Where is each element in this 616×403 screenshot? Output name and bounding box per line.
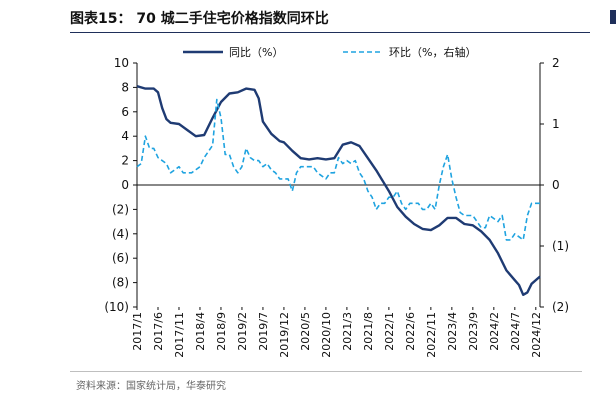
- series-line-mom: [136, 98, 540, 241]
- left-tick-label: 8: [121, 80, 129, 94]
- x-tick-label: 2017/11: [173, 312, 186, 358]
- x-tick-label: 2018/9: [215, 312, 228, 351]
- right-tick-label: 2: [552, 56, 560, 70]
- x-tick-label: 2022/1: [383, 312, 396, 351]
- x-tick-label: 2024/7: [509, 312, 522, 351]
- right-tick-label: (1): [552, 239, 569, 253]
- left-tick-label: 0: [121, 178, 129, 192]
- x-tick-label: 2023/9: [467, 312, 480, 351]
- right-tick-label: 0: [552, 178, 560, 192]
- x-tick-label: 2020/10: [320, 312, 333, 358]
- left-tick-label: (2): [112, 202, 129, 216]
- legend-label: 环比（%，右轴）: [389, 45, 476, 59]
- legend-label: 同比（%）: [229, 46, 283, 59]
- left-tick-label: (6): [112, 251, 129, 265]
- x-tick-label: 2021/8: [362, 312, 375, 351]
- x-tick-label: 2021/3: [341, 312, 354, 351]
- right-tick-label: 1: [552, 117, 560, 131]
- x-tick-label: 2024/2: [488, 312, 501, 351]
- x-tick-label: 2023/4: [446, 312, 459, 351]
- adjacent-panel-edge: [610, 10, 616, 24]
- left-tick-label: 2: [121, 154, 129, 168]
- title-bar: 图表15： 70 城二手住宅价格指数同环比: [70, 8, 590, 33]
- chart-title: 图表15： 70 城二手住宅价格指数同环比: [70, 11, 329, 27]
- left-tick-label: (10): [104, 300, 129, 314]
- x-tick-label: 2022/6: [404, 312, 417, 351]
- source-note: 资料来源：国家统计局，华泰研究: [76, 381, 226, 392]
- left-tick-label: (4): [112, 227, 129, 241]
- series-line-yoy: [136, 85, 541, 296]
- left-tick-label: 6: [121, 105, 129, 119]
- left-tick-label: 10: [114, 56, 129, 70]
- right-tick-label: (2): [552, 300, 569, 314]
- left-tick-label: (8): [112, 276, 129, 290]
- left-tick-label: 4: [121, 129, 129, 143]
- x-tick-label: 2017/1: [131, 312, 144, 351]
- x-tick-label: 2020/5: [299, 312, 312, 351]
- x-tick-label: 2019/7: [257, 312, 270, 351]
- x-tick-label: 2018/4: [194, 312, 207, 351]
- x-tick-label: 2019/12: [278, 312, 291, 358]
- x-tick-label: 2017/6: [152, 312, 165, 351]
- source-divider: [70, 371, 582, 372]
- x-tick-label: 2019/2: [236, 312, 249, 351]
- x-tick-label: 2024/12: [530, 312, 543, 358]
- x-tick-label: 2022/11: [425, 312, 438, 358]
